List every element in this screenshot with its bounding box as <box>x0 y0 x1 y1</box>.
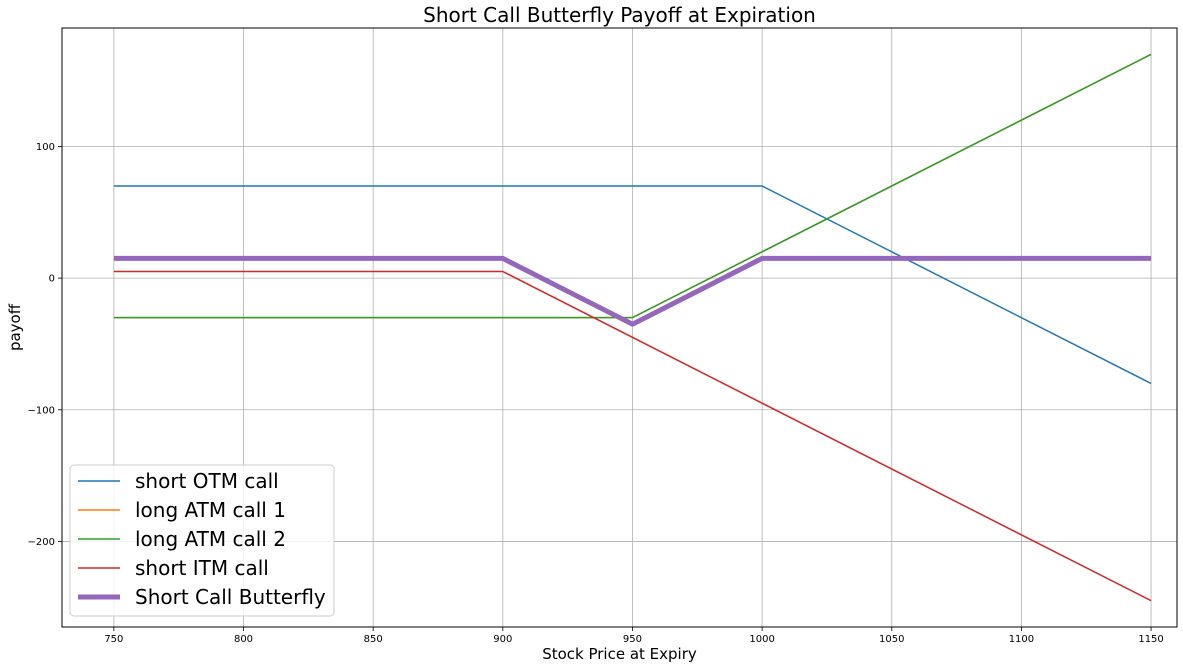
legend-label: Short Call Butterfly <box>135 585 326 609</box>
axis-ticks: 750 800 850 900 950 1000 1050 1100 1150 −200 −100 0… <box>28 142 1164 645</box>
x-tick-label: 1050 <box>879 634 904 645</box>
x-tick-label: 900 <box>493 634 512 645</box>
legend-label: short OTM call <box>135 469 279 493</box>
legend: short OTM call long ATM call 1 long ATM ca… <box>69 464 335 617</box>
series-line-3 <box>113 53 1152 319</box>
x-tick-label: 1150 <box>1138 634 1163 645</box>
series-lines <box>113 53 1152 602</box>
grid <box>62 28 1177 627</box>
x-tick-label: 950 <box>623 634 642 645</box>
x-tick-label: 1000 <box>749 634 774 645</box>
y-tick-label: 0 <box>49 274 55 285</box>
x-tick-label: 800 <box>234 634 253 645</box>
y-tick-label: −200 <box>28 537 55 548</box>
y-tick-label: 100 <box>36 142 55 153</box>
legend-label: long ATM call 1 <box>135 498 286 522</box>
series-line-4 <box>113 270 1152 602</box>
x-tick-label: 850 <box>364 634 383 645</box>
legend-box <box>69 464 335 617</box>
chart-title: Short Call Butterfly Payoff at Expiratio… <box>423 3 816 27</box>
y-axis-label: payoff <box>6 303 24 351</box>
x-tick-label: 750 <box>104 634 123 645</box>
legend-label: short ITM call <box>135 556 269 580</box>
plot-frame <box>61 27 1178 628</box>
legend-label: long ATM call 2 <box>135 527 286 551</box>
series-line-1 <box>113 185 1152 385</box>
y-tick-label: −100 <box>28 405 55 416</box>
x-axis-label: Stock Price at Expiry <box>542 645 697 663</box>
series-line-5 <box>113 255 1152 327</box>
x-tick-label: 1100 <box>1009 634 1034 645</box>
